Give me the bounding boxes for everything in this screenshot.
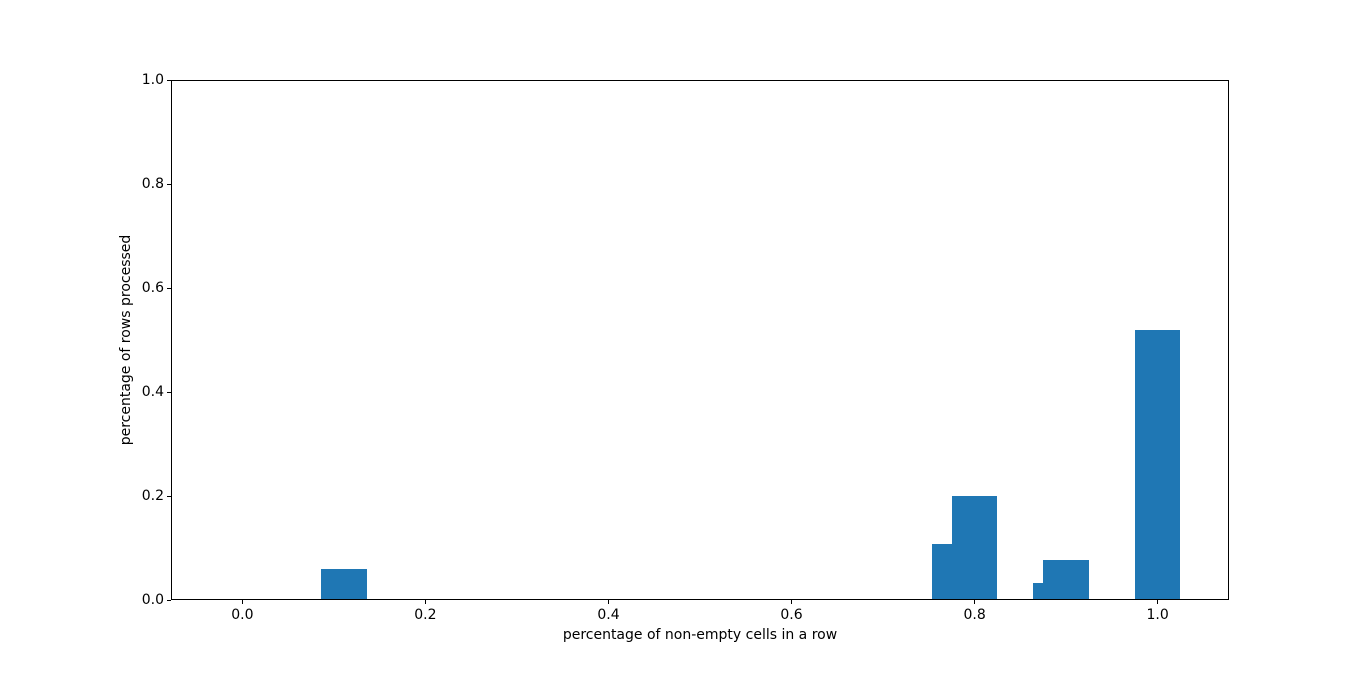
y-tick-label: 0.2 <box>141 488 164 504</box>
y-tick-mark <box>167 599 171 601</box>
x-tick-label: 0.8 <box>963 607 986 623</box>
x-tick-mark <box>974 600 976 604</box>
y-tick-mark <box>167 287 171 289</box>
x-tick-mark <box>608 600 609 604</box>
y-axis-label: percentage of rows processed <box>118 234 134 446</box>
x-tick-mark <box>424 600 426 604</box>
x-axis-label: percentage of non-empty cells in a row <box>562 627 838 643</box>
y-tick-label: 0.8 <box>141 176 164 192</box>
x-tick-label: 0.0 <box>231 607 254 623</box>
x-tick-label: 0.6 <box>780 607 803 623</box>
x-tick-label: 0.2 <box>414 607 437 623</box>
x-tick-mark <box>241 600 243 604</box>
histogram-bar <box>321 568 367 600</box>
histogram-bar <box>951 496 998 600</box>
x-tick-label: 0.4 <box>597 607 620 623</box>
x-tick-mark <box>1157 600 1159 604</box>
y-tick-label: 0.4 <box>141 384 164 400</box>
histogram-bar <box>1043 560 1089 600</box>
y-tick-label: 0.0 <box>141 592 164 608</box>
y-tick-label: 0.6 <box>141 280 164 296</box>
y-tick-mark <box>167 391 171 393</box>
y-tick-label: 1.0 <box>141 72 164 88</box>
y-tick-mark <box>167 79 171 81</box>
axes-frame <box>171 80 1229 600</box>
histogram-bar <box>1134 329 1181 600</box>
x-tick-label: 1.0 <box>1146 607 1169 623</box>
y-tick-mark <box>167 183 171 185</box>
y-tick-mark <box>167 495 171 497</box>
x-tick-mark <box>791 600 792 604</box>
